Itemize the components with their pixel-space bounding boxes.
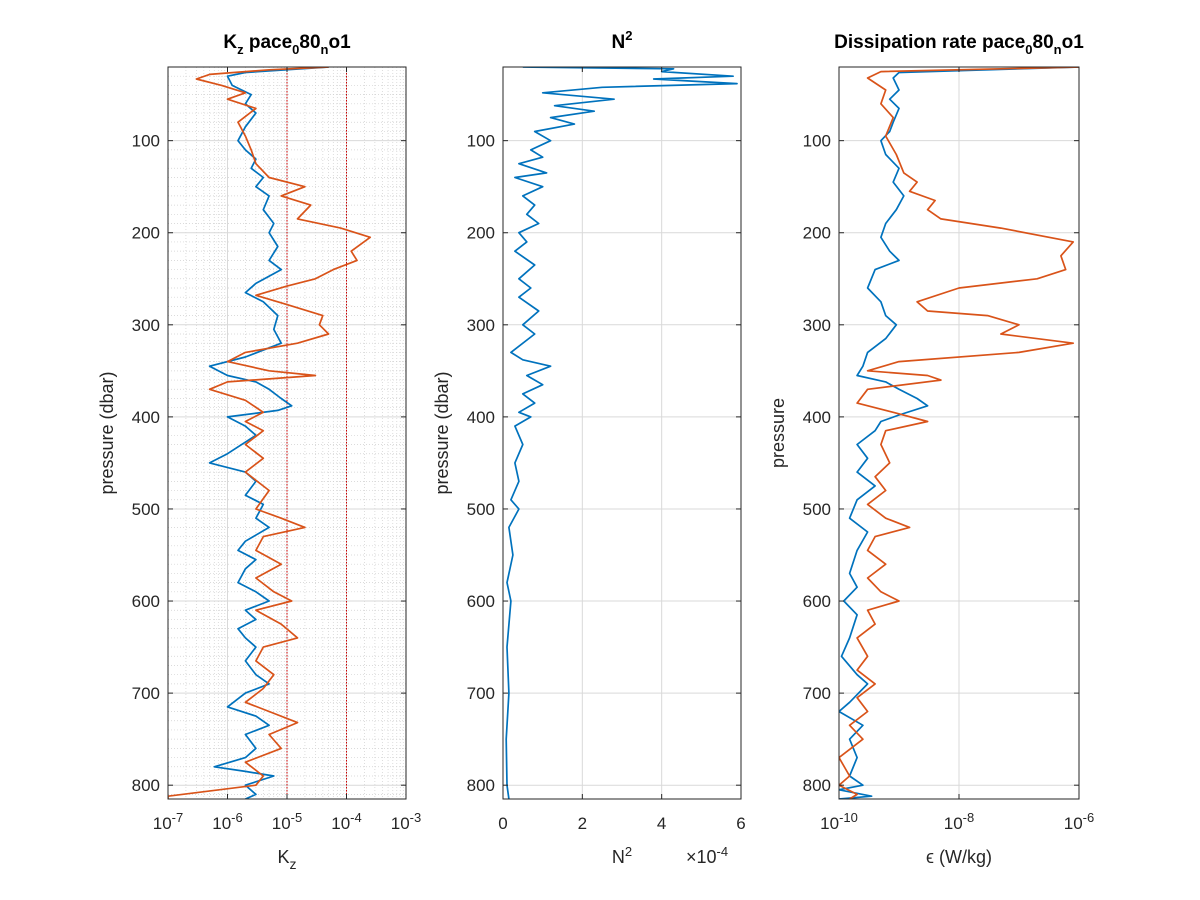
y-tick-label: 200 bbox=[132, 224, 160, 243]
chart-title: Dissipation rate pace080no1 bbox=[834, 32, 1084, 57]
series-line-1 bbox=[208, 67, 329, 799]
x-tick-label: 4 bbox=[657, 814, 666, 833]
y-tick-label: 800 bbox=[467, 776, 495, 795]
y-axis-label: pressure (dbar) bbox=[97, 371, 117, 494]
x-tick-label: 10-10 bbox=[820, 810, 858, 833]
x-tick-label: 10-6 bbox=[212, 810, 242, 833]
y-tick-label: 400 bbox=[467, 408, 495, 427]
y-tick-label: 600 bbox=[132, 592, 160, 611]
x-axis-label: Kz bbox=[277, 847, 296, 872]
y-tick-label: 400 bbox=[803, 408, 831, 427]
x-tick-label: 2 bbox=[578, 814, 587, 833]
x-tick-label: 10-8 bbox=[944, 810, 974, 833]
y-tick-label: 100 bbox=[132, 132, 160, 151]
x-tick-label: 10-7 bbox=[153, 810, 183, 833]
y-tick-label: 500 bbox=[467, 500, 495, 519]
series-line-2 bbox=[839, 67, 1079, 799]
y-tick-label: 700 bbox=[803, 684, 831, 703]
y-tick-label: 500 bbox=[132, 500, 160, 519]
x-tick-label: 6 bbox=[736, 814, 745, 833]
series-line-1 bbox=[839, 67, 1079, 799]
x-tick-label: 10-6 bbox=[1064, 810, 1094, 833]
y-tick-label: 100 bbox=[803, 132, 831, 151]
y-axis-label: pressure bbox=[768, 398, 788, 468]
x-axis-label: N2 bbox=[612, 844, 632, 867]
y-tick-label: 800 bbox=[803, 776, 831, 795]
y-tick-label: 700 bbox=[132, 684, 160, 703]
y-tick-label: 200 bbox=[467, 224, 495, 243]
x-tick-label: 10-3 bbox=[391, 810, 421, 833]
chart-title: Kz pace080no1 bbox=[223, 32, 351, 57]
y-tick-label: 600 bbox=[467, 592, 495, 611]
y-tick-label: 100 bbox=[467, 132, 495, 151]
series-line-1 bbox=[505, 67, 738, 799]
chart-panel-1: 10-7 10-6 10-5 10-4 10-3 100 200 300 400 500 600 70… bbox=[97, 32, 421, 872]
y-tick-label: 800 bbox=[132, 776, 160, 795]
chart-panel-2: 0 2 4 6 100 200 300 400 500 600 700 800 N2 N2 ×10-4 pre… bbox=[432, 28, 746, 867]
y-tick-label: 300 bbox=[803, 316, 831, 335]
y-tick-label: 300 bbox=[132, 316, 160, 335]
plot-area bbox=[503, 67, 741, 799]
y-tick-label: 700 bbox=[467, 684, 495, 703]
x-tick-label: 0 bbox=[498, 814, 507, 833]
x-axis-multiplier: ×10-4 bbox=[686, 844, 728, 867]
y-tick-label: 500 bbox=[803, 500, 831, 519]
chart-panel-3: 10-10 10-8 10-6 100 200 300 400 500 600 700 800 Dis… bbox=[768, 32, 1094, 867]
x-axis-label: ϵ (W/kg) bbox=[926, 847, 992, 867]
x-tick-label: 10-5 bbox=[272, 810, 302, 833]
y-tick-label: 300 bbox=[467, 316, 495, 335]
axes-box bbox=[502, 66, 742, 800]
series-line-2 bbox=[168, 67, 372, 799]
y-tick-label: 400 bbox=[132, 408, 160, 427]
y-tick-label: 200 bbox=[803, 224, 831, 243]
x-tick-label: 10-4 bbox=[331, 810, 361, 833]
chart-title: N2 bbox=[612, 28, 633, 53]
y-axis-label: pressure (dbar) bbox=[432, 371, 452, 494]
y-tick-label: 600 bbox=[803, 592, 831, 611]
